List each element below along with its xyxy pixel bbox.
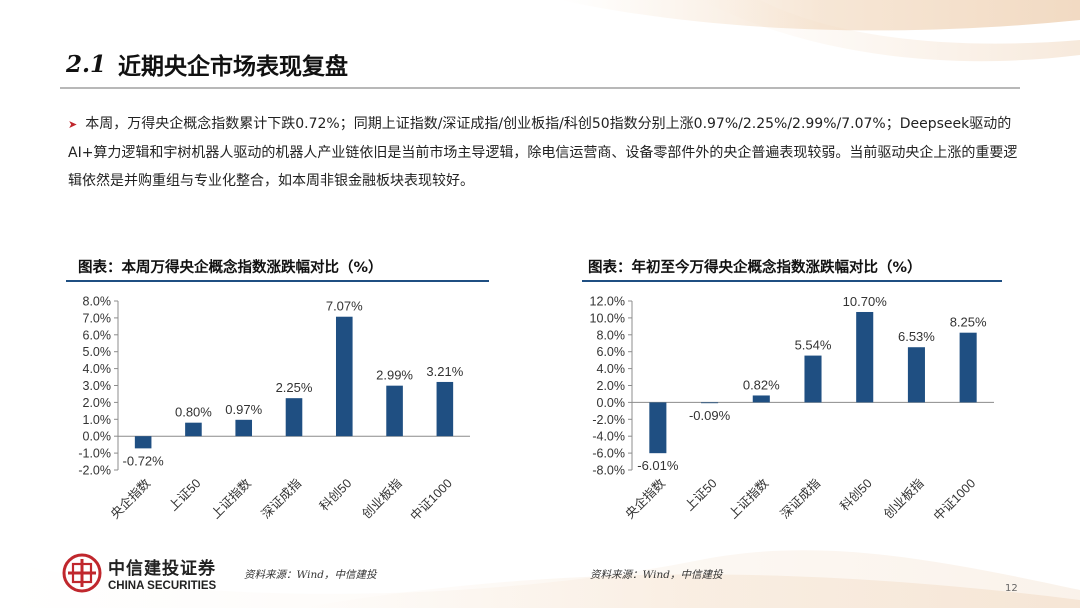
- x-category-label: 上证指数: [208, 475, 254, 521]
- x-category-label: 创业板指: [881, 476, 927, 522]
- bar-value-label: 2.25%: [276, 380, 313, 395]
- left-bar-chart: 8.0% 7.0% 6.0% 5.0% 4.0% 3.0% 2.0% 1.0% 0.0% -1.0…: [78, 295, 470, 523]
- y-tick-label: 5.0%: [83, 345, 112, 359]
- bar: [649, 402, 667, 454]
- title-divider: [60, 87, 1020, 89]
- bar: [804, 355, 822, 403]
- left-chart-source: 资料来源：Wind，中信建投: [244, 569, 377, 581]
- right-bar-chart: 12.0% 10.0% 8.0% 6.0% 4.0% 2.0% 0.0% -2.0% -4.0%…: [590, 294, 994, 523]
- y-tick-label: 0.0%: [597, 396, 626, 410]
- x-category-label: 中证1000: [407, 475, 455, 523]
- x-category-label: 上证50: [166, 476, 203, 513]
- right-chart-source: 资料来源：Wind，中信建投: [590, 569, 723, 581]
- y-tick-label: 6.0%: [83, 328, 112, 342]
- bar-value-label: 10.70%: [843, 294, 888, 309]
- bar: [235, 419, 253, 437]
- x-category-label: 上证50: [682, 476, 719, 513]
- x-category-label: 深证成指: [258, 476, 304, 522]
- logo-text: 中信建投证券 CHINA SECURITIES: [108, 554, 216, 592]
- y-tick-label: 8.0%: [83, 295, 112, 309]
- bullet-arrow-icon: ➤: [68, 118, 78, 131]
- x-category-label: 中证1000: [930, 475, 978, 523]
- y-tick-label: 2.0%: [597, 379, 626, 393]
- bar: [436, 381, 454, 437]
- x-category-label: 科创50: [317, 476, 354, 513]
- bar-value-label: 0.80%: [175, 405, 212, 420]
- y-tick-label: -8.0%: [592, 464, 625, 478]
- right-chart-title: 图表：年初至今万得央企概念指数涨跌幅对比（%）: [588, 260, 922, 276]
- bar: [856, 311, 874, 403]
- bar-value-label: 7.07%: [326, 299, 363, 314]
- y-tick-label: 4.0%: [597, 362, 626, 376]
- y-tick-label: 12.0%: [590, 295, 625, 309]
- x-category-label: 科创50: [837, 476, 874, 513]
- left-chart-title: 图表：本周万得央企概念指数涨跌幅对比（%）: [78, 260, 383, 276]
- bar-value-label: 0.82%: [743, 377, 780, 392]
- bar-value-label: 5.54%: [795, 338, 832, 353]
- y-tick-label: 10.0%: [590, 311, 625, 325]
- y-tick-label: -1.0%: [78, 447, 111, 461]
- section-header: 2.1 近期央企市场表现复盘: [66, 44, 348, 84]
- logo-chinese-name: 中信建投证券: [108, 559, 216, 579]
- x-category-label: 深证成指: [777, 476, 823, 522]
- y-tick-label: -6.0%: [592, 447, 625, 461]
- citic-logo-icon: [62, 553, 102, 593]
- x-category-label: 上证指数: [725, 475, 771, 521]
- y-tick-label: 7.0%: [83, 311, 112, 325]
- y-tick-label: 0.0%: [83, 430, 112, 444]
- bar: [701, 402, 719, 404]
- bar-value-label: 6.53%: [898, 329, 935, 344]
- section-number: 2.1: [66, 50, 107, 78]
- bar: [285, 398, 303, 437]
- summary-paragraph: ➤ 本周，万得央企概念指数累计下跌0.72%；同期上证指数/深证成指/创业板指/科…: [68, 110, 1023, 195]
- y-tick-label: 1.0%: [83, 413, 112, 427]
- y-tick-label: 4.0%: [83, 362, 112, 376]
- bar: [959, 332, 977, 403]
- y-tick-label: -2.0%: [78, 464, 111, 478]
- logo-english-name: CHINA SECURITIES: [108, 580, 217, 592]
- bar: [752, 395, 770, 403]
- bar-value-label: 8.25%: [950, 315, 987, 330]
- section-title: 近期央企市场表现复盘: [118, 54, 349, 80]
- x-category-label: 央企指数: [622, 475, 668, 521]
- x-category-label: 央企指数: [107, 475, 153, 521]
- bar-value-label: 2.99%: [376, 368, 413, 383]
- y-tick-label: 3.0%: [83, 379, 112, 393]
- y-tick-label: 6.0%: [597, 345, 626, 359]
- x-category-label: 创业板指: [359, 476, 405, 522]
- company-logo: 中信建投证券 CHINA SECURITIES: [62, 553, 216, 593]
- page-number: 12: [1005, 583, 1018, 594]
- bar-value-label: -6.01%: [637, 458, 679, 473]
- bar: [185, 422, 202, 437]
- right-chart-rule: [582, 280, 1002, 282]
- bar-value-label: 3.21%: [426, 364, 463, 379]
- bar: [134, 436, 152, 449]
- left-chart-rule: [66, 280, 489, 282]
- bar: [907, 347, 925, 403]
- bar-value-label: -0.09%: [689, 408, 731, 423]
- bar: [335, 316, 353, 437]
- y-tick-label: -4.0%: [592, 430, 625, 444]
- y-tick-label: -2.0%: [592, 413, 625, 427]
- summary-text: 本周，万得央企概念指数累计下跌0.72%；同期上证指数/深证成指/创业板指/科创…: [68, 116, 1018, 189]
- y-tick-label: 2.0%: [83, 396, 112, 410]
- bar-value-label: -0.72%: [123, 453, 165, 468]
- y-tick-label: 8.0%: [597, 328, 626, 342]
- bar: [386, 385, 403, 437]
- bar-value-label: 0.97%: [225, 402, 262, 417]
